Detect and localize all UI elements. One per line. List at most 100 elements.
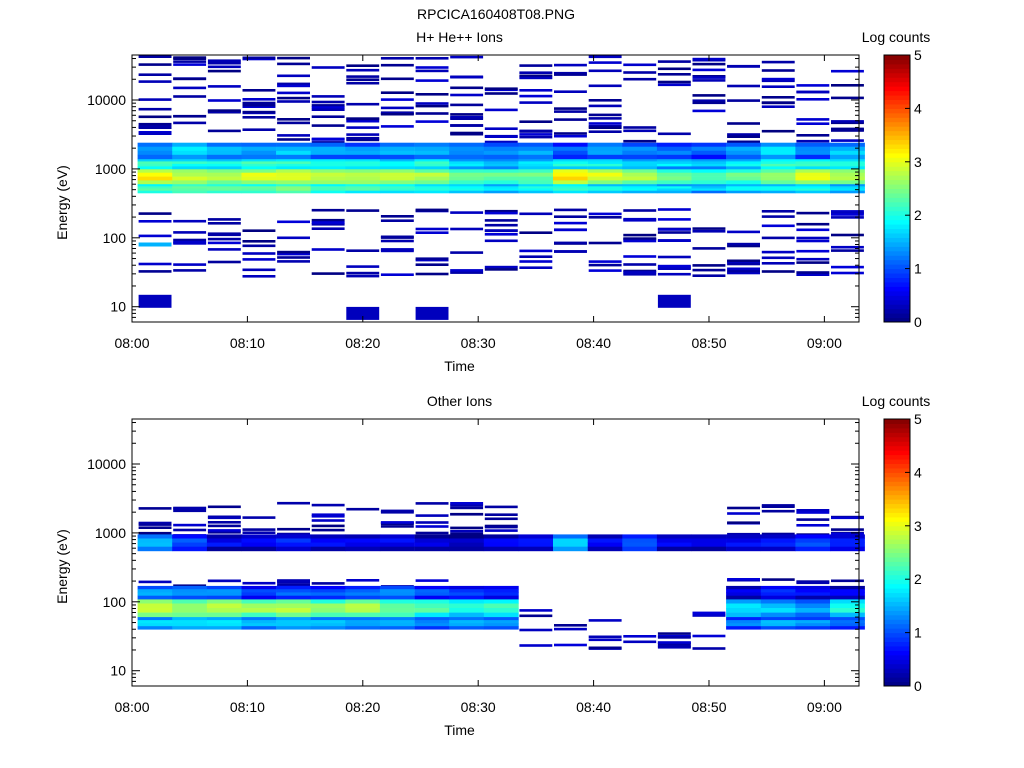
low-count-cell	[761, 509, 795, 513]
band-cell	[760, 612, 796, 618]
low-count-cell	[519, 614, 553, 618]
low-count-cell	[415, 525, 449, 528]
low-count-cell	[727, 512, 760, 515]
colorbar-cell	[884, 157, 910, 163]
band-cell	[691, 538, 727, 543]
low-count-cell	[761, 129, 795, 133]
band-cell	[276, 176, 311, 181]
band-cell	[518, 190, 554, 194]
band-cell	[345, 176, 381, 181]
band-cell	[726, 176, 761, 181]
band-cell	[379, 158, 415, 162]
low-count-cell	[242, 105, 276, 108]
band-cell	[795, 617, 831, 621]
colorbar-cell	[884, 112, 910, 118]
low-count-cell	[692, 101, 726, 105]
low-count-cell	[796, 271, 830, 274]
band-cell	[276, 150, 311, 156]
band-cell	[172, 176, 208, 181]
band-cell	[449, 142, 485, 148]
x-tick-label: 08:50	[691, 335, 726, 351]
low-count-cell	[138, 63, 172, 66]
band-cell	[241, 154, 277, 160]
band-cell	[449, 163, 485, 167]
band-cell	[726, 158, 761, 162]
band-cell	[760, 146, 796, 152]
colorbar-cell	[884, 530, 910, 536]
colorbar-cell	[884, 539, 910, 545]
band-cell	[310, 142, 346, 148]
band-cell	[310, 172, 346, 177]
low-count-cell	[692, 264, 726, 267]
band-cell	[656, 180, 692, 185]
band-cell	[310, 538, 346, 543]
low-count-cell	[796, 581, 830, 585]
band-cell	[310, 168, 346, 174]
band-cell	[449, 184, 485, 187]
low-count-cell	[311, 221, 345, 224]
x-tick-label: 08:40	[576, 699, 611, 715]
band-cell	[795, 608, 831, 613]
band-cell	[587, 190, 623, 194]
band-cell	[726, 623, 761, 627]
y-tick-label: 10	[110, 299, 126, 315]
band-cell	[760, 186, 796, 189]
colorbar-cell	[884, 81, 910, 87]
band-cell	[656, 158, 692, 162]
band-cell	[726, 168, 761, 174]
band-cell	[137, 608, 173, 613]
low-count-cell	[311, 104, 345, 107]
low-count-cell	[138, 521, 172, 525]
low-count-cell	[138, 98, 172, 101]
low-count-cell	[727, 262, 760, 266]
band-cell	[206, 626, 242, 630]
band-cell	[345, 623, 381, 627]
colorbar-frame	[883, 54, 911, 323]
low-count-cell	[277, 62, 310, 66]
colorbar-cell	[884, 614, 910, 620]
low-count-cell	[484, 209, 518, 213]
low-count-cell	[657, 642, 691, 646]
low-count-cell	[484, 505, 518, 509]
highlight-cell	[138, 242, 172, 247]
band-cell	[310, 184, 346, 187]
band-cell	[449, 603, 485, 609]
low-count-cell	[831, 216, 864, 219]
band-cell	[587, 154, 623, 160]
low-count-cell	[207, 99, 241, 102]
band-cell	[726, 154, 761, 160]
band-cell	[483, 146, 519, 152]
low-count-cell	[311, 503, 345, 507]
colorbar-cell	[884, 459, 910, 464]
low-count-cell	[242, 89, 276, 92]
band-cell	[622, 180, 658, 185]
band-cell	[345, 184, 381, 187]
band-cell	[760, 585, 796, 590]
colorbar-cell	[884, 605, 910, 611]
colorbar-cell	[884, 121, 910, 127]
colorbar-cell	[884, 273, 910, 278]
band-cell	[414, 166, 450, 170]
x-tick-label: 08:40	[576, 335, 611, 351]
band-cell	[414, 612, 450, 618]
band-cell	[310, 161, 346, 165]
band-cell	[206, 608, 242, 613]
low-count-cell	[727, 521, 760, 524]
low-count-cell	[173, 231, 207, 234]
colorbar-cell	[884, 436, 910, 442]
band-cell	[449, 623, 485, 627]
band-cell	[691, 166, 727, 170]
band-cell	[137, 158, 173, 162]
band-cell	[379, 538, 415, 543]
low-count-cell	[588, 99, 622, 102]
band-cell	[379, 617, 415, 621]
low-count-cell	[415, 102, 449, 105]
low-count-cell	[311, 524, 345, 528]
band-cell	[795, 176, 831, 181]
low-count-cell	[623, 63, 657, 67]
band-cell	[206, 190, 242, 194]
low-count-cell	[519, 135, 553, 139]
band-cell	[795, 168, 831, 174]
band-cell	[276, 589, 311, 593]
low-count-cell	[450, 532, 484, 536]
